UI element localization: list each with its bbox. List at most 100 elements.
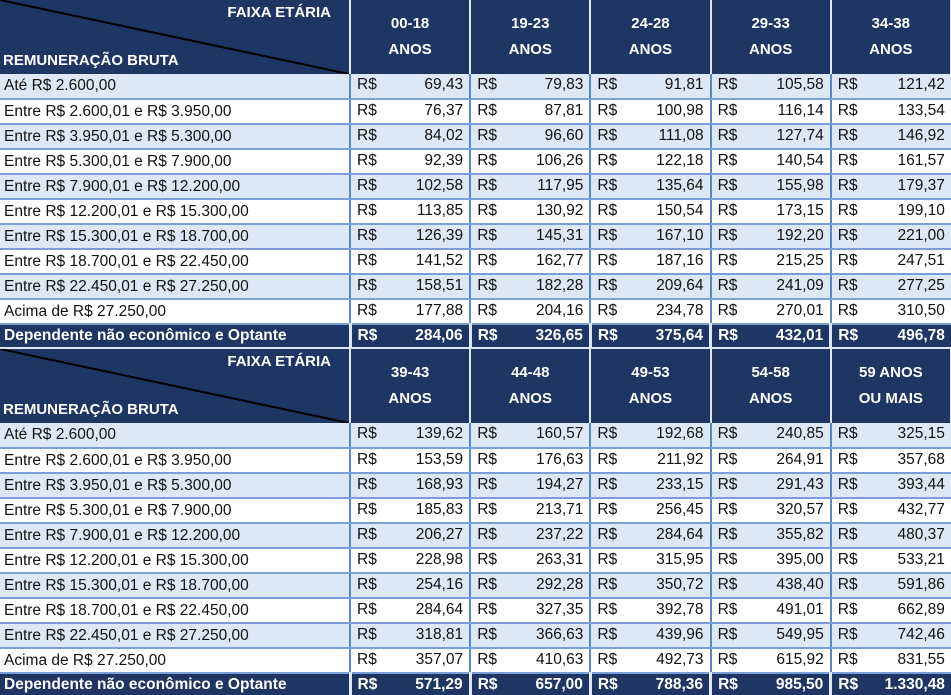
currency-symbol: R$ (837, 202, 858, 219)
age-range-line1: 19-23 (511, 15, 550, 32)
age-range-line2: ANOS (869, 41, 913, 58)
price-cell: R$ 215,25 (709, 249, 831, 275)
price-amount: 194,27 (535, 476, 584, 493)
price-amount: 432,01 (775, 327, 824, 344)
price-amount: 161,57 (897, 152, 945, 169)
age-column-header: 49-53 ANOS (589, 349, 712, 423)
price-amount: 192,68 (656, 425, 704, 442)
price-cell: R$ 366,63 (469, 623, 591, 649)
age-column-header: 19-23 ANOS (469, 0, 592, 74)
price-cell: R$ 410,63 (469, 648, 591, 674)
price-amount: 96,60 (544, 127, 584, 144)
gross-pay-axis-label: REMUNERAÇÃO BRUTA (3, 52, 179, 69)
currency-symbol: R$ (477, 501, 498, 518)
price-amount: 591,86 (897, 576, 945, 593)
price-amount: 831,55 (897, 651, 945, 668)
currency-symbol: R$ (718, 676, 738, 693)
price-amount: 533,21 (897, 551, 945, 568)
price-amount: 233,15 (656, 476, 704, 493)
price-cell: R$ 357,68 (829, 448, 951, 474)
price-cell: R$ 533,21 (829, 548, 951, 574)
currency-symbol: R$ (717, 252, 738, 269)
currency-symbol: R$ (357, 451, 377, 468)
currency-symbol: R$ (357, 551, 377, 568)
price-cell: R$ 213,71 (469, 498, 591, 524)
currency-symbol: R$ (597, 651, 618, 668)
price-cell: R$ 96,60 (469, 124, 591, 150)
dependent-price-cell: R$ 985,50 (709, 673, 831, 695)
price-cell: R$ 395,00 (709, 548, 831, 574)
currency-symbol: R$ (717, 202, 738, 219)
dependent-price-cell: R$ 284,06 (348, 324, 471, 349)
price-amount: 111,08 (658, 127, 704, 144)
price-amount: 315,95 (656, 551, 704, 568)
price-amount: 113,85 (416, 202, 464, 219)
price-amount: 69,43 (424, 76, 464, 93)
age-column-header: 44-48 ANOS (469, 349, 592, 423)
price-amount: 284,06 (415, 327, 463, 344)
price-cell: R$ 194,27 (469, 473, 591, 499)
currency-symbol: R$ (597, 551, 618, 568)
price-amount: 228,98 (415, 551, 464, 568)
price-cell: R$ 254,16 (348, 573, 471, 599)
age-range-line1: 44-48 (511, 364, 550, 381)
price-cell: R$ 116,14 (709, 99, 831, 125)
price-cell: R$ 155,98 (709, 174, 831, 200)
salary-range-label: Entre R$ 12.200,01 e R$ 15.300,00 (0, 548, 350, 574)
currency-symbol: R$ (477, 76, 498, 93)
price-cell: R$ 187,16 (589, 249, 711, 275)
price-cell: R$ 127,74 (709, 124, 831, 150)
price-amount: 326,65 (535, 327, 583, 344)
table-row: Entre R$ 3.950,01 e R$ 5.300,00 R$ 168,93 R… (0, 473, 951, 499)
age-range-line1: 39-43 (390, 364, 430, 381)
price-cell: R$ 228,98 (348, 548, 471, 574)
price-amount: 79,83 (544, 76, 584, 93)
price-cell: R$ 176,63 (469, 448, 591, 474)
age-column-header: 00-18 ANOS (348, 0, 472, 74)
currency-symbol: R$ (477, 252, 498, 269)
price-cell: R$ 439,96 (589, 623, 711, 649)
currency-symbol: R$ (597, 277, 618, 294)
salary-range-label: Entre R$ 18.700,01 e R$ 22.450,00 (0, 249, 350, 275)
price-cell: R$ 122,18 (589, 149, 711, 175)
price-cell: R$ 615,92 (709, 648, 831, 674)
price-cell: R$ 162,77 (469, 249, 591, 275)
price-cell: R$ 549,95 (709, 623, 831, 649)
price-amount: 234,78 (656, 302, 704, 319)
corner-header-cell: FAIXA ETÁRIA REMUNERAÇÃO BRUTA (0, 0, 351, 74)
age-column-header: 39-43 ANOS (348, 349, 472, 423)
salary-range-label: Até R$ 2.600,00 (0, 423, 350, 449)
table-row: Entre R$ 7.900,01 e R$ 12.200,00 R$ 102,58… (0, 174, 951, 200)
currency-symbol: R$ (357, 202, 377, 219)
price-cell: R$ 141,52 (348, 249, 471, 275)
currency-symbol: R$ (477, 202, 498, 219)
price-amount: 179,37 (897, 177, 945, 194)
dependent-price-cell: R$ 1.330,48 (829, 673, 951, 695)
currency-symbol: R$ (717, 601, 738, 618)
currency-symbol: R$ (837, 127, 858, 144)
currency-symbol: R$ (477, 277, 498, 294)
salary-range-label: Acima de R$ 27.250,00 (0, 648, 350, 674)
price-amount: 492,73 (656, 651, 704, 668)
currency-symbol: R$ (357, 127, 377, 144)
currency-symbol: R$ (357, 576, 377, 593)
price-cell: R$ 284,64 (348, 598, 471, 624)
currency-symbol: R$ (477, 152, 498, 169)
currency-symbol: R$ (597, 476, 618, 493)
price-amount: 270,01 (776, 302, 824, 319)
price-amount: 221,00 (897, 227, 945, 244)
currency-symbol: R$ (597, 676, 618, 693)
currency-symbol: R$ (597, 451, 618, 468)
price-cell: R$ 327,35 (469, 598, 591, 624)
price-cell: R$ 167,10 (589, 224, 711, 250)
age-range-line1: 49-53 (631, 364, 670, 381)
header-row: FAIXA ETÁRIA REMUNERAÇÃO BRUTA 00-18 ANOS… (0, 0, 951, 74)
diagonal-divider-icon (0, 349, 349, 423)
price-cell: R$ 117,95 (469, 174, 591, 200)
table-row: Entre R$ 12.200,01 e R$ 15.300,00 R$ 113,8… (0, 199, 951, 225)
price-cell: R$ 357,07 (348, 648, 471, 674)
price-cell: R$ 742,46 (829, 623, 951, 649)
price-amount: 127,74 (776, 127, 824, 144)
price-cell: R$ 135,64 (589, 174, 711, 200)
